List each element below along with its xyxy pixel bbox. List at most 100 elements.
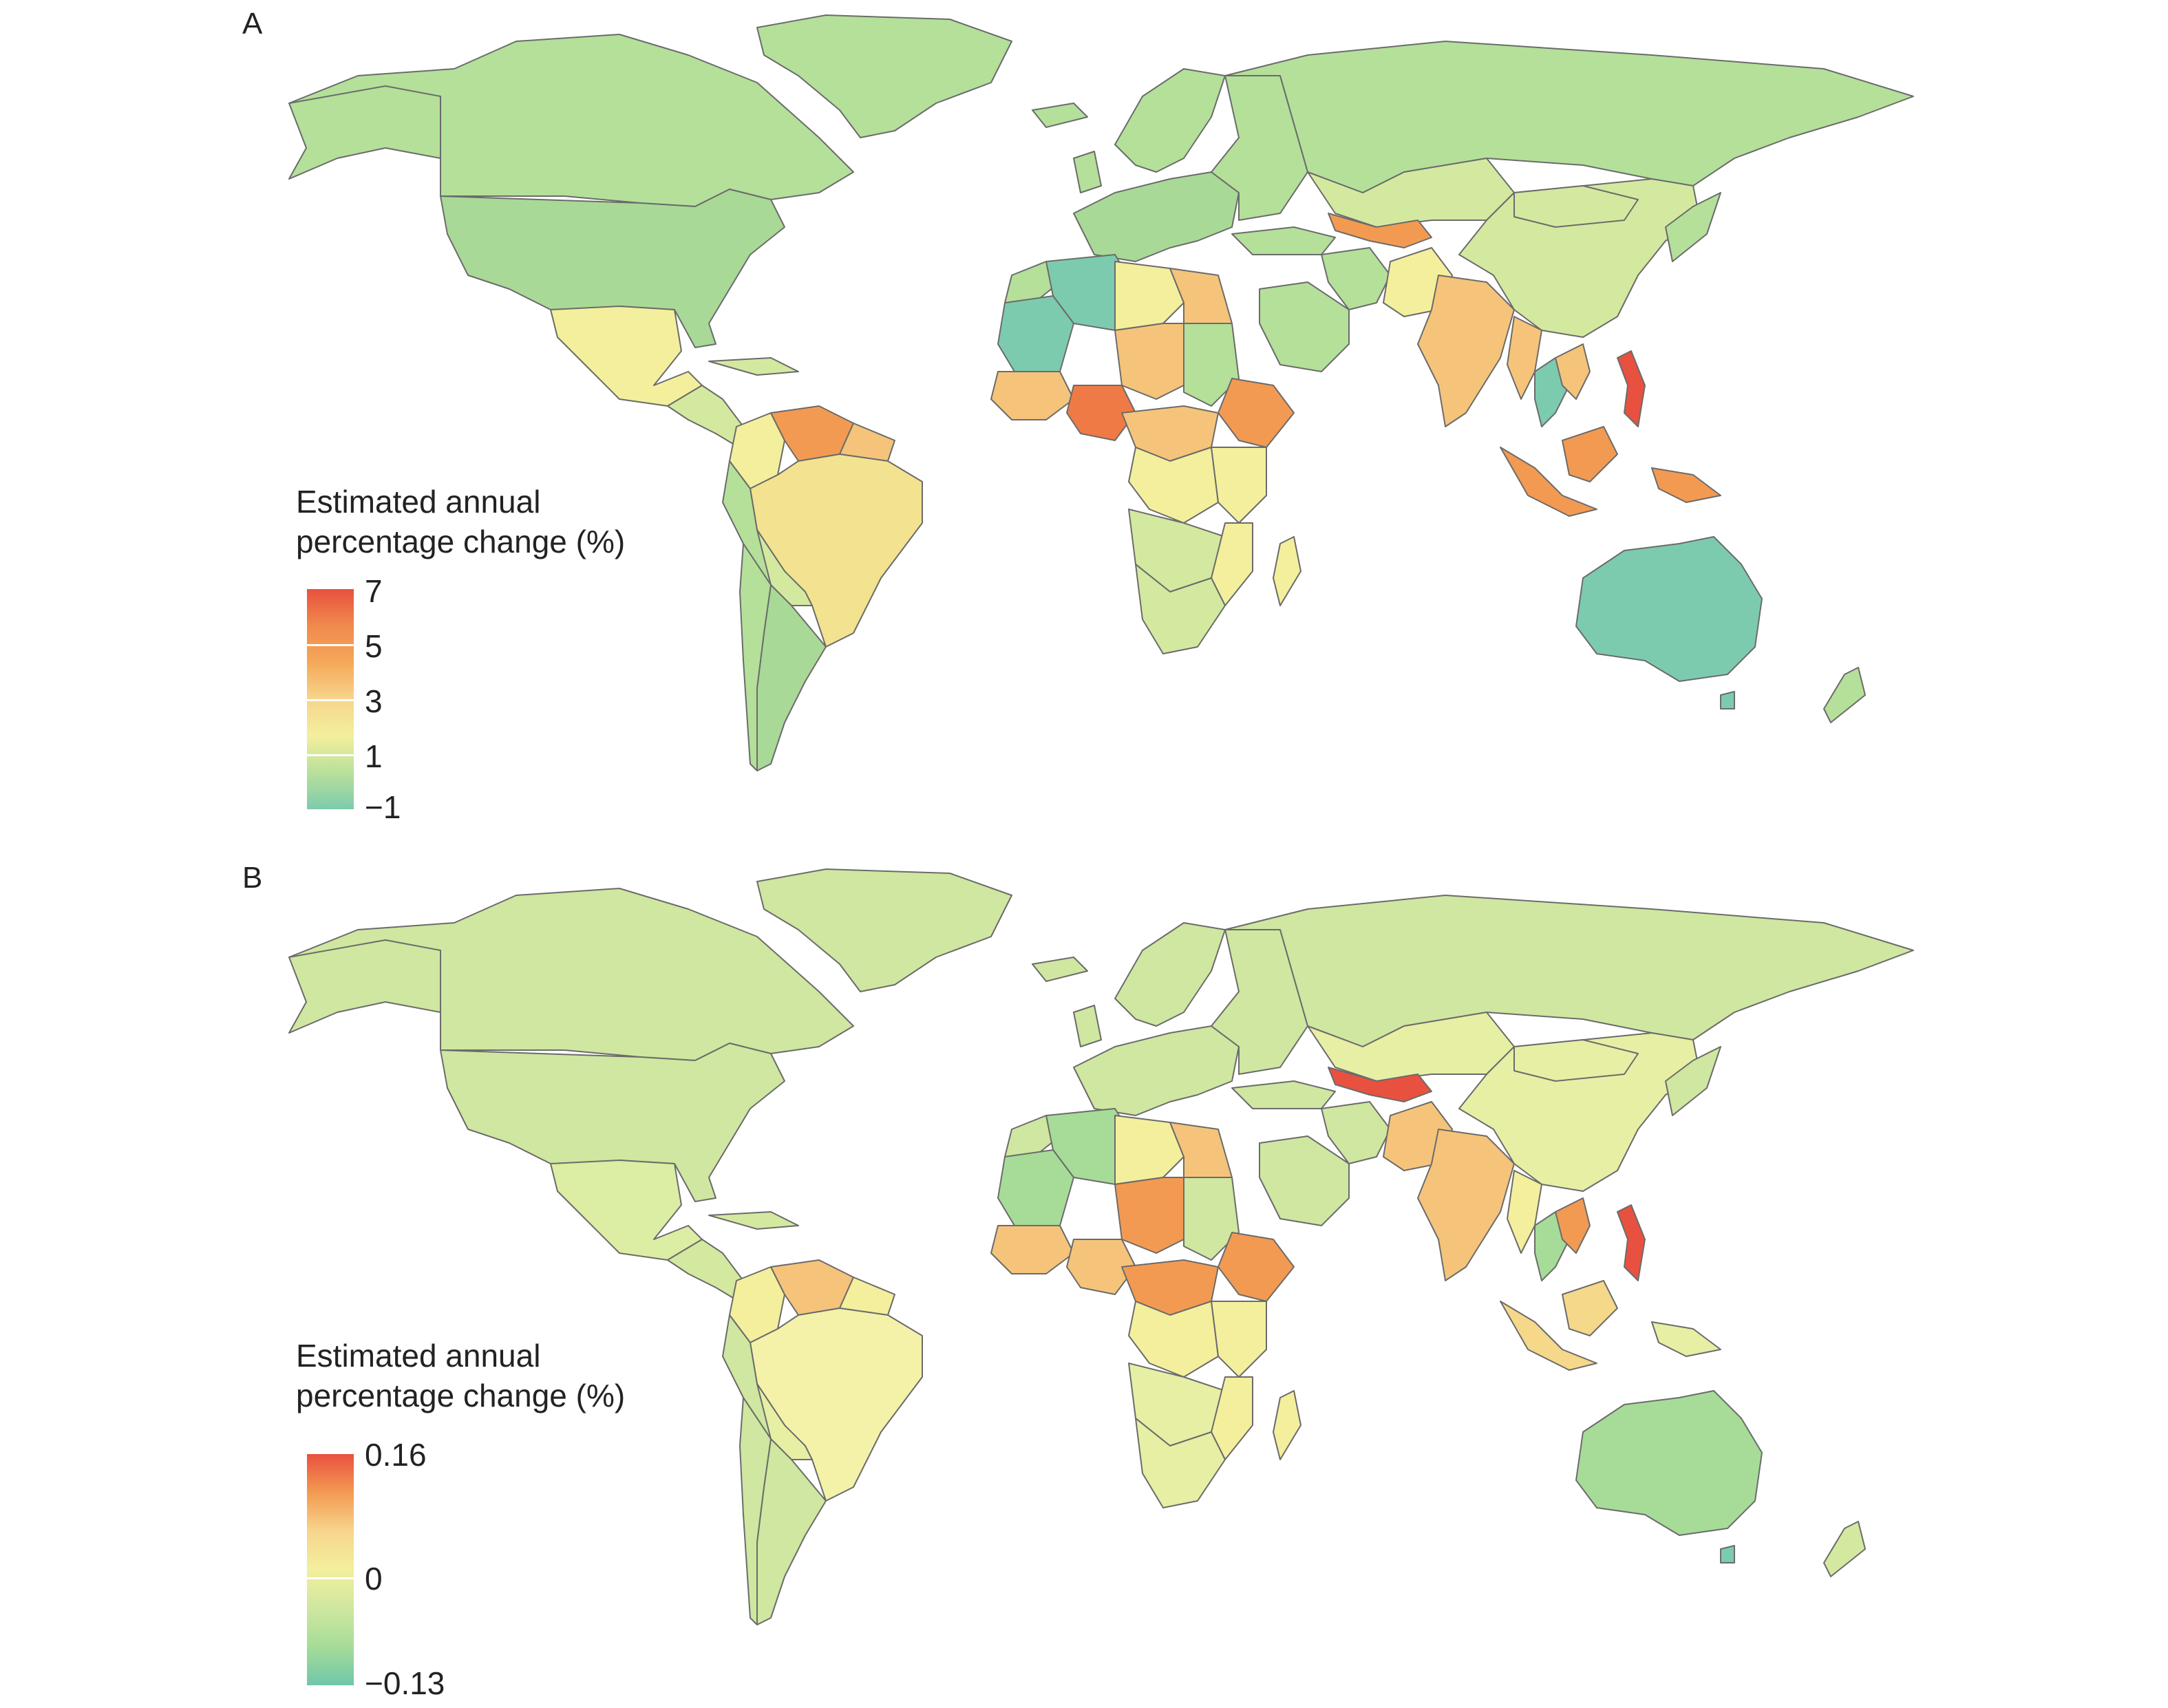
country-saudi-arabia bbox=[1259, 1135, 1350, 1226]
country-sudan bbox=[1183, 1177, 1240, 1261]
country-new-zealand bbox=[1823, 667, 1866, 723]
country-south-africa bbox=[1135, 1418, 1226, 1508]
world-map-a bbox=[288, 14, 1914, 771]
country-indonesia-west bbox=[1500, 1301, 1597, 1371]
country-iceland bbox=[1032, 103, 1088, 128]
country-united-states bbox=[440, 1043, 785, 1202]
country-new-guinea bbox=[1651, 467, 1721, 503]
country-morocco bbox=[1004, 1115, 1061, 1164]
country-west-africa bbox=[990, 1225, 1074, 1274]
country-scandinavia bbox=[1114, 68, 1226, 173]
country-myanmar bbox=[1507, 1170, 1542, 1254]
legend-tick-mark bbox=[307, 699, 354, 701]
country-mozambique bbox=[1211, 1376, 1253, 1460]
legend-tick-label: −0.13 bbox=[365, 1665, 445, 1701]
legend-tick-label: 0 bbox=[365, 1561, 383, 1597]
country-ethiopia bbox=[1218, 378, 1295, 448]
legend-tick-label: 3 bbox=[365, 683, 383, 719]
legend-title-line1: Estimated annual bbox=[296, 1338, 541, 1374]
panel-b: B bbox=[0, 854, 2168, 1708]
country-mexico bbox=[550, 306, 703, 407]
country-mozambique bbox=[1211, 522, 1253, 606]
country-australia bbox=[1575, 536, 1763, 682]
country-iran bbox=[1321, 1101, 1391, 1164]
country-vietnam bbox=[1555, 343, 1591, 400]
country-western-europe bbox=[1073, 1025, 1240, 1116]
country-russia bbox=[1224, 895, 1914, 1047]
country-mauritania-mali bbox=[997, 295, 1074, 379]
legend-title-line2: percentage change (%) bbox=[296, 1378, 626, 1413]
country-philippines bbox=[1617, 350, 1646, 427]
country-india bbox=[1417, 1129, 1515, 1281]
country-libya bbox=[1114, 1115, 1184, 1185]
country-mongolia bbox=[1513, 185, 1639, 228]
country-borneo bbox=[1562, 426, 1618, 482]
country-niger-chad bbox=[1114, 1177, 1184, 1254]
country-scandinavia bbox=[1114, 922, 1226, 1027]
country-korea-japan bbox=[1665, 1046, 1721, 1116]
country-madagascar bbox=[1273, 1390, 1301, 1460]
country-mauritania-mali bbox=[997, 1149, 1074, 1233]
country-sudan bbox=[1183, 323, 1240, 407]
legend-title: Estimated annual percentage change (%) bbox=[296, 1336, 625, 1416]
country-morocco bbox=[1004, 261, 1061, 310]
country-new-zealand bbox=[1823, 1521, 1866, 1577]
country-new-guinea bbox=[1651, 1321, 1721, 1357]
country-nigeria bbox=[1066, 385, 1136, 441]
country-chile bbox=[739, 543, 772, 771]
country-congo bbox=[1128, 1301, 1219, 1378]
country-tasmania bbox=[1720, 691, 1735, 709]
country-myanmar bbox=[1507, 316, 1542, 400]
country-canada bbox=[288, 888, 854, 1061]
country-indonesia-west bbox=[1500, 447, 1597, 517]
country-west-africa bbox=[990, 371, 1074, 420]
country-alaska bbox=[288, 939, 441, 1034]
country-uzbekistan bbox=[1328, 1067, 1432, 1102]
country-madagascar bbox=[1273, 536, 1301, 606]
country-vietnam bbox=[1555, 1197, 1591, 1254]
legend-tick-label: 5 bbox=[365, 628, 383, 664]
legend-colorbar bbox=[307, 1454, 354, 1685]
country-mongolia bbox=[1513, 1039, 1639, 1082]
country-turkey bbox=[1231, 1080, 1336, 1109]
legend-tick-mark bbox=[307, 1577, 354, 1579]
country-uk bbox=[1073, 1005, 1102, 1047]
country-greenland bbox=[756, 868, 1012, 992]
legend-tick-label: 0.16 bbox=[365, 1437, 427, 1473]
country-ethiopia bbox=[1218, 1232, 1295, 1302]
country-south-africa bbox=[1135, 564, 1226, 654]
country-western-europe bbox=[1073, 171, 1240, 262]
country-mexico bbox=[550, 1160, 703, 1261]
legend-tick-label: −1 bbox=[365, 789, 401, 825]
country-uk bbox=[1073, 151, 1102, 193]
country-nigeria bbox=[1066, 1239, 1136, 1295]
country-united-states bbox=[440, 189, 785, 348]
country-australia bbox=[1575, 1390, 1763, 1536]
legend-tick-mark bbox=[307, 644, 354, 646]
country-alaska bbox=[288, 85, 441, 180]
legend-tick-label: 7 bbox=[365, 573, 383, 609]
country-korea-japan bbox=[1665, 192, 1721, 262]
country-russia bbox=[1224, 41, 1914, 193]
legend-title-line1: Estimated annual bbox=[296, 484, 541, 520]
country-iceland bbox=[1032, 957, 1088, 982]
country-east-africa bbox=[1211, 447, 1267, 524]
country-chile bbox=[739, 1397, 772, 1625]
legend-tick-mark bbox=[307, 754, 354, 756]
country-libya bbox=[1114, 261, 1184, 331]
country-niger-chad bbox=[1114, 323, 1184, 400]
country-philippines bbox=[1617, 1204, 1646, 1281]
legend-title-line2: percentage change (%) bbox=[296, 524, 626, 559]
panel-label: B bbox=[242, 861, 263, 895]
country-greenland bbox=[756, 14, 1012, 138]
country-tasmania bbox=[1720, 1545, 1735, 1563]
legend-tick-label: 1 bbox=[365, 738, 383, 774]
country-cuba bbox=[708, 357, 799, 376]
country-borneo bbox=[1562, 1280, 1618, 1336]
country-turkey bbox=[1231, 226, 1336, 255]
panel-a: A bbox=[242, 7, 1914, 825]
country-saudi-arabia bbox=[1259, 281, 1350, 372]
country-congo bbox=[1128, 447, 1219, 524]
country-east-africa bbox=[1211, 1301, 1267, 1378]
world-map-b bbox=[288, 868, 1914, 1625]
